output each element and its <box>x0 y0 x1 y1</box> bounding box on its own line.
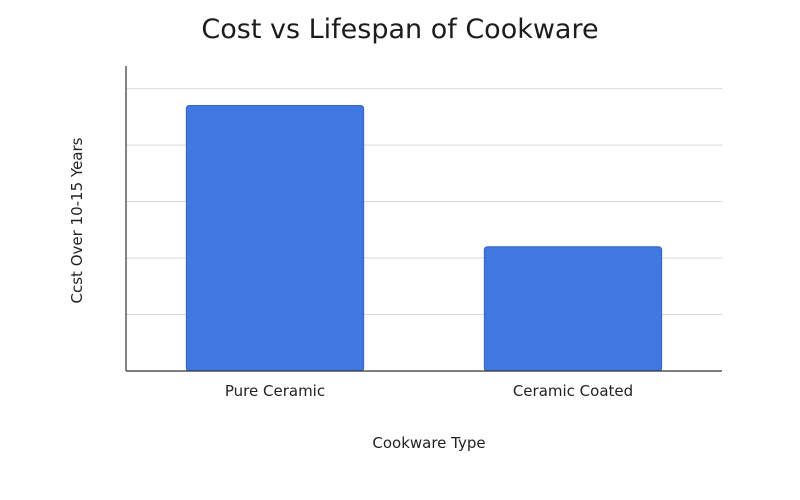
bars <box>185 105 663 372</box>
bar-ceramic-coated <box>483 246 663 372</box>
x-axis-label: Cookware Type <box>372 434 485 452</box>
bar-pure-ceramic <box>185 105 365 372</box>
x-tick-label: Pure Ceramic <box>225 382 325 400</box>
chart-title: Cost vs Lifespan of Cookware <box>201 14 599 45</box>
x-tick-labels: Pure Ceramic Ceramic Coated <box>225 382 633 400</box>
y-axis-label: Ccst Over 10-15 Years <box>68 137 86 303</box>
x-tick-label: Ceramic Coated <box>513 382 633 400</box>
